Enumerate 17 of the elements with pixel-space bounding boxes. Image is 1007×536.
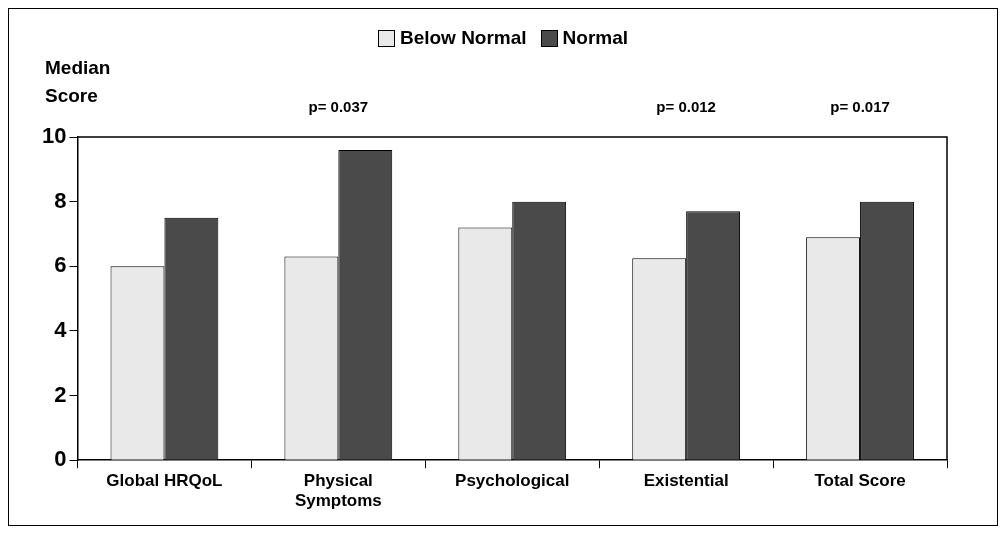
y-axis-title: Median Score xyxy=(45,56,111,106)
y-tick-label: 0 xyxy=(54,446,67,472)
y-tick-label: 8 xyxy=(54,187,67,213)
text: p= 0.037 xyxy=(308,97,369,115)
x-tick-label: Existential xyxy=(643,471,729,491)
legend-label: Below Normal xyxy=(399,27,527,49)
y-tick-label: 4 xyxy=(54,316,68,342)
text: p= 0.012 xyxy=(656,97,716,115)
x-tick-label: Total Score xyxy=(814,471,906,491)
y-tick-label: 10 xyxy=(41,123,67,149)
y-tick-label: 6 xyxy=(54,252,67,278)
y-tick-label: 2 xyxy=(54,381,67,407)
text: p= 0.017 xyxy=(830,97,890,115)
x-tick-label: Global HRQoL xyxy=(106,471,223,491)
x-tick-label: Physical Symptoms xyxy=(294,471,382,511)
x-tick-label: Psychological xyxy=(455,471,570,491)
legend-label: Normal xyxy=(562,27,629,49)
